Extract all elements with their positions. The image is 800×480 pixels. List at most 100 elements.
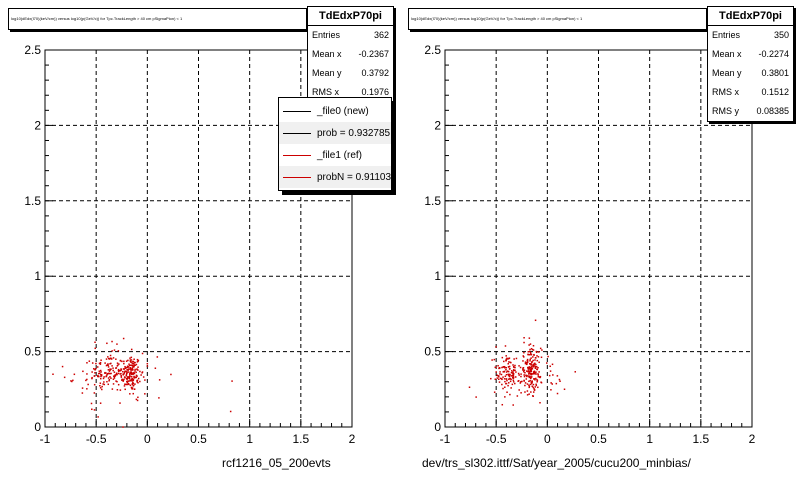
y-tick-label: 1.5	[424, 194, 441, 208]
scatter-point	[144, 393, 146, 395]
scatter-point	[117, 370, 120, 373]
scatter-point	[82, 370, 84, 373]
scatter-point	[93, 409, 96, 411]
scatter-point	[531, 381, 533, 383]
scatter-point	[498, 376, 500, 378]
scatter-point	[130, 359, 133, 361]
stats-label: RMS x	[312, 87, 339, 97]
scatter-point	[156, 356, 159, 358]
scatter-point	[115, 374, 117, 376]
scatter-point	[107, 364, 109, 367]
scatter-point	[122, 373, 124, 375]
scatter-point	[526, 374, 528, 377]
scatter-point	[96, 366, 99, 368]
scatter-point	[117, 372, 120, 375]
scatter-point	[538, 351, 540, 353]
scatter-point	[493, 358, 496, 361]
scatter-point	[510, 361, 512, 364]
scatter-point	[106, 374, 108, 376]
scatter-point	[85, 379, 87, 382]
scatter-point	[109, 363, 111, 365]
scatter-point	[518, 380, 520, 382]
scatter-point	[522, 360, 524, 362]
scatter-point	[526, 361, 529, 364]
scatter-point	[129, 364, 132, 367]
scatter-point	[528, 385, 531, 388]
scatter-point	[61, 365, 64, 368]
scatter-point	[512, 379, 515, 382]
scatter-point	[510, 387, 512, 389]
scatter-point	[499, 373, 501, 375]
scatter-point	[113, 375, 115, 377]
scatter-point	[512, 404, 514, 406]
scatter-point	[92, 368, 95, 370]
scatter-point	[137, 377, 140, 380]
scatter-point	[128, 378, 131, 380]
scatter-point	[102, 377, 105, 380]
scatter-point	[512, 372, 514, 375]
scatter-point	[131, 363, 134, 365]
plot-title: log10(dEdx(I70)(keV/cm)) versus log10(p(…	[8, 8, 307, 30]
scatter-point	[537, 366, 539, 369]
scatter-point	[99, 369, 102, 372]
scatter-point	[539, 375, 542, 378]
scatter-point	[536, 379, 539, 382]
scatter-point	[548, 374, 551, 377]
y-tick-label: 2.5	[24, 43, 41, 57]
scatter-point	[123, 376, 126, 378]
scatter-point	[231, 380, 233, 382]
scatter-point	[530, 368, 533, 370]
scatter-point	[525, 378, 528, 380]
scatter-point	[528, 367, 530, 370]
scatter-point	[514, 376, 517, 378]
scatter-point	[533, 354, 535, 356]
scatter-point	[100, 373, 102, 376]
scatter-point	[112, 367, 114, 369]
scatter-point	[117, 350, 120, 352]
scatter-point	[146, 362, 149, 365]
scatter-point	[131, 373, 133, 375]
scatter-point	[139, 380, 141, 383]
scatter-point	[528, 380, 530, 383]
scatter-point	[507, 358, 509, 360]
scatter-point	[508, 374, 510, 377]
scatter-point	[508, 378, 510, 380]
scatter-point	[146, 365, 149, 367]
scatter-point	[550, 389, 552, 391]
scatter-point	[536, 368, 538, 370]
scatter-point	[136, 368, 138, 371]
scatter-point	[534, 359, 536, 361]
scatter-point	[137, 396, 139, 399]
scatter-point	[103, 383, 106, 386]
scatter-point	[504, 345, 507, 347]
scatter-point	[123, 385, 126, 387]
scatter-point	[512, 374, 514, 376]
scatter-point	[520, 381, 522, 383]
scatter-point	[99, 384, 101, 387]
scatter-point	[555, 382, 558, 385]
scatter-point	[523, 375, 526, 378]
scatter-point	[533, 378, 536, 380]
scatter-point	[133, 372, 136, 375]
stats-value: 350	[773, 30, 789, 40]
scatter-plot-left: 0 0.5 1 1.5 2 2.5 -1 -0.5 0 0.5 1 1.5 2	[24, 43, 355, 446]
scatter-point	[549, 365, 551, 368]
scatter-point	[535, 363, 537, 366]
scatter-point	[112, 369, 114, 372]
scatter-point	[115, 367, 117, 369]
scatter-point	[504, 367, 506, 369]
scatter-point	[524, 384, 526, 387]
scatter-point	[73, 373, 76, 376]
scatter-point	[532, 386, 534, 389]
scatter-point	[525, 362, 528, 364]
scatter-point	[107, 363, 109, 365]
scatter-point	[142, 376, 145, 378]
scatter-point	[114, 374, 116, 376]
scatter-point	[523, 341, 525, 344]
legend-label: _file0 (new)	[317, 105, 369, 117]
scatter-point	[514, 366, 516, 369]
scatter-point	[497, 375, 500, 377]
scatter-point	[93, 392, 96, 394]
scatter-point	[523, 379, 525, 382]
scatter-point	[229, 410, 232, 413]
